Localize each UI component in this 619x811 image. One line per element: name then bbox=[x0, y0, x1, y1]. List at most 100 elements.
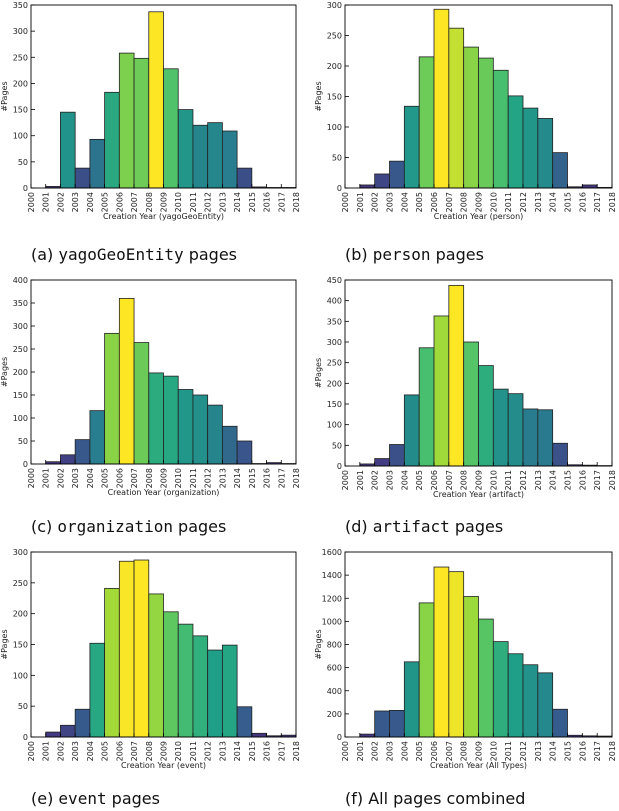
bar bbox=[537, 118, 554, 189]
y-tick-label: 100 bbox=[13, 414, 28, 423]
x-tick-label: 2007 bbox=[445, 192, 454, 212]
bar bbox=[60, 724, 76, 738]
y-tick-label: 50 bbox=[18, 437, 28, 446]
chart-panel-0: 0 50 100 150 200 250 300 350 2000 2001 2002 2003 200… bbox=[0, 1, 301, 264]
bar bbox=[207, 404, 223, 465]
x-tick-label: 2002 bbox=[371, 192, 380, 212]
y-tick-label: 100 bbox=[13, 132, 28, 141]
bar bbox=[478, 57, 494, 189]
caption-code: yagoGeoEntity bbox=[58, 245, 184, 264]
x-tick-label: 2002 bbox=[56, 468, 65, 488]
x-tick-label: 2004 bbox=[86, 192, 95, 212]
x-tick-label: 2003 bbox=[71, 741, 80, 761]
x-tick-label: 2000 bbox=[341, 741, 350, 761]
bar bbox=[133, 342, 150, 465]
x-tick-label: 2012 bbox=[519, 741, 528, 761]
y-tick-label: 250 bbox=[13, 53, 28, 62]
x-tick-label: 2014 bbox=[549, 741, 558, 761]
y-tick-label: 250 bbox=[13, 579, 28, 588]
bar bbox=[552, 152, 568, 189]
x-tick-label: 2005 bbox=[101, 741, 110, 761]
x-tick-label: 2003 bbox=[71, 192, 80, 212]
x-tick-label: 2006 bbox=[430, 741, 439, 761]
x-tick-label: 2001 bbox=[356, 192, 365, 212]
x-tick-label: 2008 bbox=[460, 192, 469, 212]
x-tick-label: 2014 bbox=[549, 192, 558, 212]
y-tick-label: 150 bbox=[13, 106, 28, 115]
y-tick-label: 300 bbox=[13, 322, 28, 331]
panel-caption: (e) event pages bbox=[31, 789, 160, 808]
caption-prefix: (d) bbox=[345, 517, 373, 536]
y-tick-label: 50 bbox=[332, 154, 342, 163]
y-tick-label: 50 bbox=[18, 702, 28, 711]
x-tick-label: 2001 bbox=[42, 468, 51, 488]
bar bbox=[118, 560, 135, 738]
y-tick-label: 350 bbox=[13, 1, 28, 10]
bar bbox=[192, 635, 209, 738]
bar bbox=[45, 731, 61, 738]
x-tick-label: 2016 bbox=[263, 468, 272, 488]
y-tick-label: 200 bbox=[327, 62, 342, 71]
bar bbox=[177, 109, 194, 189]
x-tick-label: 2012 bbox=[204, 192, 213, 212]
bar bbox=[492, 641, 509, 738]
y-axis-label: #Pages bbox=[0, 81, 9, 111]
x-tick-label: 2005 bbox=[415, 741, 424, 761]
bar bbox=[463, 596, 479, 738]
bar bbox=[448, 571, 465, 738]
y-axis-label: #Pages bbox=[314, 81, 323, 111]
y-tick-label: 250 bbox=[327, 359, 342, 368]
bar bbox=[478, 618, 494, 738]
x-tick-label: 2013 bbox=[534, 192, 543, 212]
x-tick-label: 2013 bbox=[218, 741, 227, 761]
y-tick-label: 250 bbox=[13, 345, 28, 354]
x-tick-label: 2014 bbox=[233, 741, 242, 761]
x-tick-label: 2015 bbox=[248, 192, 257, 212]
y-tick-label: 100 bbox=[327, 421, 342, 430]
x-tick-label: 2016 bbox=[578, 741, 587, 761]
x-tick-label: 2017 bbox=[277, 468, 286, 488]
bar bbox=[104, 587, 120, 738]
x-tick-label: 2001 bbox=[356, 470, 365, 490]
caption-prefix: (b) bbox=[345, 245, 373, 264]
bar bbox=[163, 68, 179, 189]
y-tick-label: 150 bbox=[327, 400, 342, 409]
bar bbox=[463, 46, 479, 189]
caption-prefix: (f) All pages combined bbox=[345, 789, 525, 808]
x-tick-label: 2001 bbox=[42, 741, 51, 761]
y-axis-label: #Pages bbox=[0, 357, 9, 387]
y-tick-label: 200 bbox=[327, 710, 342, 719]
x-tick-label: 2006 bbox=[115, 468, 124, 488]
y-tick-label: 1000 bbox=[322, 617, 342, 626]
x-tick-label: 2008 bbox=[145, 468, 154, 488]
x-tick-label: 2004 bbox=[400, 192, 409, 212]
x-tick-label: 2018 bbox=[292, 741, 301, 761]
x-tick-label: 2008 bbox=[145, 741, 154, 761]
x-tick-label: 2007 bbox=[130, 741, 139, 761]
x-tick-label: 2000 bbox=[27, 741, 36, 761]
bar bbox=[251, 732, 267, 738]
bar bbox=[403, 394, 420, 467]
panel-caption: (f) All pages combined bbox=[345, 789, 525, 808]
bar bbox=[418, 347, 435, 467]
x-axis-label: Creation Year (artifact) bbox=[433, 490, 524, 499]
caption-code: artifact bbox=[373, 517, 450, 536]
y-tick-label: 350 bbox=[13, 299, 28, 308]
caption-suffix: pages bbox=[107, 789, 160, 808]
y-tick-label: 1400 bbox=[322, 571, 342, 580]
x-tick-label: 2007 bbox=[130, 192, 139, 212]
x-tick-label: 2003 bbox=[71, 468, 80, 488]
y-tick-label: 200 bbox=[13, 610, 28, 619]
x-tick-label: 2017 bbox=[277, 741, 286, 761]
chart-panel-4: 0 50 100 150 200 250 300 2000 2001 2002 2003 2004 20… bbox=[0, 548, 301, 808]
bar bbox=[148, 372, 164, 465]
bar bbox=[221, 130, 238, 189]
bar bbox=[537, 409, 554, 467]
y-tick-label: 800 bbox=[327, 641, 342, 650]
x-tick-label: 2018 bbox=[608, 192, 617, 212]
y-tick-label: 250 bbox=[327, 32, 342, 41]
y-tick-label: 400 bbox=[13, 276, 28, 285]
x-tick-label: 2004 bbox=[400, 470, 409, 490]
bar bbox=[418, 602, 435, 738]
bar bbox=[89, 138, 106, 189]
